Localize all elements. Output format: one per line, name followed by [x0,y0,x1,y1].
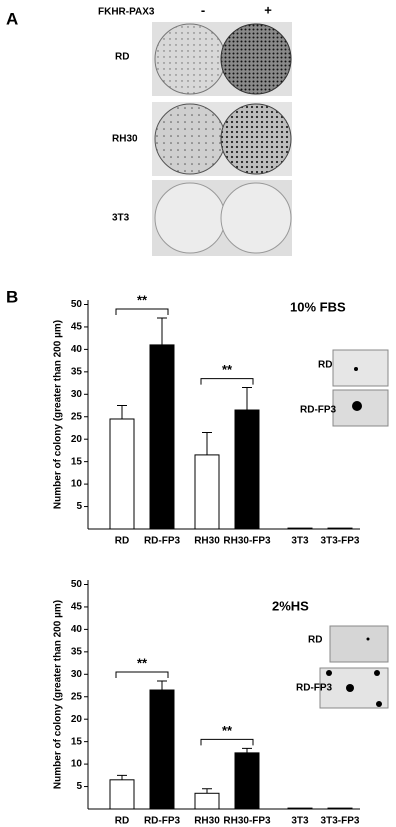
y-tick-label: 35 [71,366,83,377]
bar [287,807,313,810]
error-bar [202,431,212,455]
y-axis-label: Number of colony (greater than 200 µm) [53,600,64,789]
chart-title: 2%HS [272,598,309,613]
error-bar [157,680,167,691]
inset-photo [332,389,389,427]
column-label: - [201,2,205,17]
x-tick-label: RD-FP3 [144,816,181,827]
significance-label: ** [222,723,233,738]
y-tick-label: 15 [71,736,83,747]
bar [234,409,260,530]
column-header: FKHR-PAX3 [98,7,155,18]
colony [326,670,332,676]
significance-label: ** [222,362,233,377]
x-tick-label: RH30 [194,816,220,827]
y-tick-label: 30 [71,669,83,680]
bar [234,752,260,810]
colony [346,684,354,692]
dish [220,23,292,95]
row-label: RD [115,52,129,63]
error-bar [242,747,252,753]
colony [376,701,382,707]
y-tick-label: 10 [71,479,83,490]
y-tick-label: 45 [71,602,83,613]
significance-bracket [200,738,254,746]
panel-label: A [6,9,18,28]
significance-bracket [115,671,169,679]
bar [287,527,313,530]
significance-bracket [115,308,169,315]
y-tick-label: 5 [76,501,82,512]
y-tick-label: 20 [71,714,83,725]
error-bar [242,387,252,411]
x-tick-label: RD [115,816,129,827]
bar [109,418,135,530]
colony [366,637,370,641]
bar [149,689,175,810]
x-tick-label: 3T3-FP3 [321,816,360,827]
significance-label: ** [137,655,148,670]
row-label: 3T3 [112,213,130,224]
inset-label: RD [308,635,322,646]
error-bar [157,317,167,345]
x-tick-label: RD [115,536,129,547]
bar [327,527,353,530]
dish [154,103,226,175]
x-tick-label: RH30-FP3 [223,536,271,547]
x-tick-label: RH30-FP3 [223,816,271,827]
bar [194,792,220,810]
x-tick-label: 3T3-FP3 [321,536,360,547]
error-bar [202,788,212,794]
significance-bracket [200,378,254,385]
colony [374,670,380,676]
colony [352,401,362,411]
inset-photo [329,625,389,663]
column-label: + [264,2,272,17]
x-tick-label: 3T3 [291,536,309,547]
y-tick-label: 25 [71,691,83,702]
colony [354,367,358,371]
y-axis-label: Number of colony (greater than 200 µm) [53,320,64,509]
panel-label: B [6,287,18,306]
dish [154,182,226,254]
y-tick-label: 25 [71,411,83,422]
error-bar [117,774,127,780]
x-tick-label: RH30 [194,536,220,547]
inset-photo [332,349,389,387]
y-tick-label: 40 [71,344,83,355]
bar [194,454,220,530]
bar [149,344,175,530]
bar [109,779,135,810]
y-tick-label: 10 [71,759,83,770]
inset-label: RD-FP3 [300,405,337,416]
x-tick-label: 3T3 [291,816,309,827]
x-tick-label: RD-FP3 [144,536,181,547]
y-tick-label: 50 [71,579,83,590]
significance-label: ** [137,292,148,307]
inset-label: RD [318,360,332,371]
y-tick-label: 45 [71,322,83,333]
y-tick-label: 35 [71,646,83,657]
row-label: RH30 [112,134,138,145]
error-bar [117,405,127,419]
y-tick-label: 20 [71,434,83,445]
dish [220,182,292,254]
y-tick-label: 40 [71,624,83,635]
y-tick-label: 30 [71,389,83,400]
y-tick-label: 5 [76,781,82,792]
y-tick-label: 15 [71,456,83,467]
chart-title: 10% FBS [290,299,346,314]
inset-label: RD-FP3 [296,683,333,694]
dish [154,23,226,95]
bar [327,807,353,810]
dish [220,103,292,175]
y-tick-label: 50 [71,299,83,310]
